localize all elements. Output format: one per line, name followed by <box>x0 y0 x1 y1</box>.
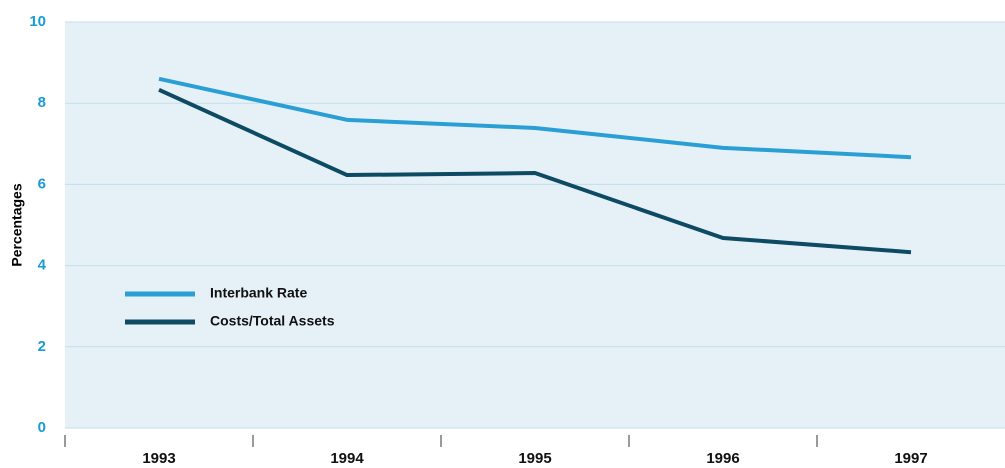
y-tick-label: 2 <box>38 338 46 355</box>
series-line <box>158 87 912 255</box>
series-line <box>158 76 912 160</box>
y-tick-label: 4 <box>38 257 47 274</box>
y-tick-label: 8 <box>38 94 46 111</box>
x-tick-label: 1997 <box>894 450 927 467</box>
y-tick-label: 0 <box>38 419 46 436</box>
y-axis-label: Percentages <box>9 183 25 266</box>
legend-label: Costs/Total Assets <box>210 313 335 329</box>
x-tick-label: 1994 <box>330 450 364 467</box>
x-tick-label: 1995 <box>518 450 551 467</box>
legend-label: Interbank Rate <box>210 285 307 301</box>
y-tick-label: 6 <box>38 175 46 192</box>
x-tick-label: 1996 <box>706 450 739 467</box>
x-tick-label: 1993 <box>142 450 175 467</box>
y-tick-label: 10 <box>29 13 46 30</box>
plot-area <box>65 22 1005 428</box>
